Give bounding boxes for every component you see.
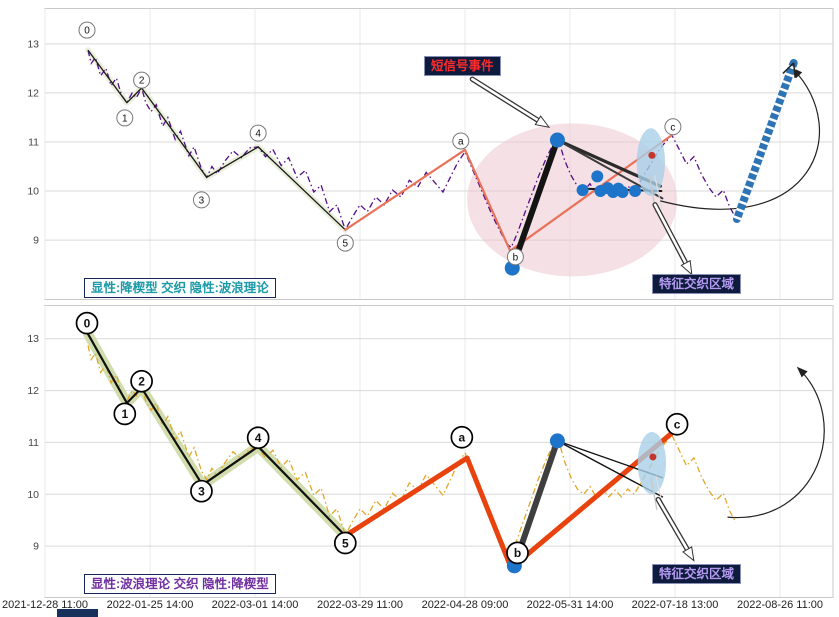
callout-arrow-head — [534, 115, 551, 128]
x-tick-label: 2021-12-28 11:00 — [1, 599, 89, 611]
swing-projection-curve — [727, 367, 825, 519]
wave-line — [87, 49, 346, 231]
trend-arrow-head — [782, 62, 795, 74]
wave-label-text-4: 4 — [255, 431, 262, 445]
y-tick-label: 13 — [27, 333, 39, 345]
x-tick-label: 2022-04-28 09:00 — [421, 599, 509, 611]
wave-label-text-0: 0 — [84, 316, 91, 330]
x-tick-label: 2022-08-26 11:00 — [736, 599, 824, 611]
y-tick-label: 11 — [28, 136, 39, 148]
wave-label-4 — [246, 426, 270, 450]
price-line — [87, 345, 737, 556]
wave-label-text-a: a — [459, 431, 466, 445]
wave-label-text-4: 4 — [255, 129, 261, 140]
swing-curve-arrow-head — [796, 366, 808, 378]
wave-label-text-5: 5 — [342, 536, 349, 550]
wave-label-text-3: 3 — [198, 484, 205, 498]
signal-dot — [616, 186, 629, 199]
wave-label-a — [452, 132, 470, 150]
wave-label-text-3: 3 — [199, 195, 205, 206]
wave-label-text-b: b — [514, 546, 521, 560]
wave-label-b — [506, 541, 529, 565]
y-tick-label: 9 — [33, 541, 39, 553]
top-caption: 显性:降楔型 交织 隐性:波浪理论 — [84, 278, 276, 298]
callout-arrow-head — [680, 259, 693, 276]
x-tick-label: 2022-07-18 13:00 — [631, 599, 719, 611]
wave-label-text-5: 5 — [343, 239, 349, 250]
signal-dot — [549, 132, 565, 148]
y-tick-label: 10 — [27, 489, 39, 501]
plot-area — [44, 8, 834, 300]
wave-label-a — [450, 425, 474, 449]
wave-label-b — [506, 248, 524, 266]
swing-projection-curve — [660, 67, 820, 210]
y-tick-label: 12 — [27, 385, 39, 397]
wave-label-3 — [190, 479, 213, 503]
x-tick-label: 2022-05-31 14:00 — [526, 599, 614, 611]
wave-label-2 — [133, 71, 151, 89]
abc-correction-line — [342, 430, 675, 571]
wave-line — [87, 333, 347, 537]
callout-arrow-head — [682, 546, 695, 562]
wave-label-text-a: a — [458, 137, 464, 148]
rocket-highlight-ellipse — [637, 432, 667, 495]
callout-arrow — [471, 77, 541, 123]
wave-label-5 — [333, 531, 357, 555]
plot-area — [44, 305, 834, 598]
wave-label-4 — [249, 124, 267, 142]
wave-label-0 — [75, 311, 99, 335]
signal-dot — [576, 184, 589, 197]
wave-label-text-2: 2 — [138, 375, 145, 389]
wave-label-1 — [116, 109, 134, 127]
x-axis-labels: 2021-12-28 11:00 2022-01-25 14:00 2022-03-… — [0, 599, 839, 614]
signal-event-callout: 短信号事件 — [424, 56, 501, 76]
wave-label-5 — [336, 234, 354, 252]
trend-arrow-head — [792, 62, 796, 78]
rocket-tail-line — [654, 175, 663, 210]
bottom-scrollbar-thumb[interactable] — [57, 609, 98, 617]
wave-label-text-b: b — [513, 252, 519, 263]
wave-label-text-1: 1 — [122, 114, 128, 125]
callout-arrow — [653, 203, 688, 267]
wave-label-c — [664, 118, 682, 136]
price-line — [87, 50, 737, 249]
wave-label-0 — [78, 21, 96, 39]
wave-label-1 — [113, 402, 137, 426]
rocket-highlight-ellipse — [636, 128, 666, 196]
rocket-tail-line — [650, 477, 658, 510]
callout-arrow — [656, 498, 690, 553]
top-region-callout: 特征交织区域 — [652, 274, 742, 294]
y-tick-label: 10 — [27, 186, 39, 198]
wave-label-text-1: 1 — [121, 407, 128, 421]
bottom-caption: 显性:波浪理论 交织 隐性:降楔型 — [84, 574, 276, 594]
x-tick-label: 2022-01-25 14:00 — [106, 599, 194, 611]
wave-label-text-c: c — [670, 122, 675, 133]
feature-region-ellipse — [467, 123, 678, 277]
trend-arrow-hatch — [733, 61, 798, 221]
x-tick-label: 2022-03-01 14:00 — [211, 599, 299, 611]
impulse-line — [509, 137, 561, 272]
wave-label-c — [665, 412, 689, 436]
wave-label-text-c: c — [674, 418, 681, 432]
signal-dot — [629, 185, 642, 198]
wave-label-text-2: 2 — [139, 76, 145, 87]
signal-dot — [549, 433, 565, 449]
rocket-red-dot-icon — [649, 453, 657, 461]
rocket-red-dot-icon — [648, 151, 656, 159]
wave-label-2 — [130, 369, 153, 393]
y-tick-label: 11 — [28, 437, 39, 449]
y-tick-label: 9 — [33, 235, 39, 247]
y-tick-label: 13 — [27, 38, 39, 50]
abc-correction-line — [344, 134, 673, 253]
bottom-region-callout: 特征交织区域 — [652, 564, 742, 584]
y-tick-label: 12 — [27, 87, 39, 99]
wave-label-3 — [192, 191, 210, 209]
x-tick-label: 2022-03-29 11:00 — [316, 599, 404, 611]
wave-label-text-0: 0 — [84, 26, 90, 37]
signal-dot — [591, 170, 604, 183]
